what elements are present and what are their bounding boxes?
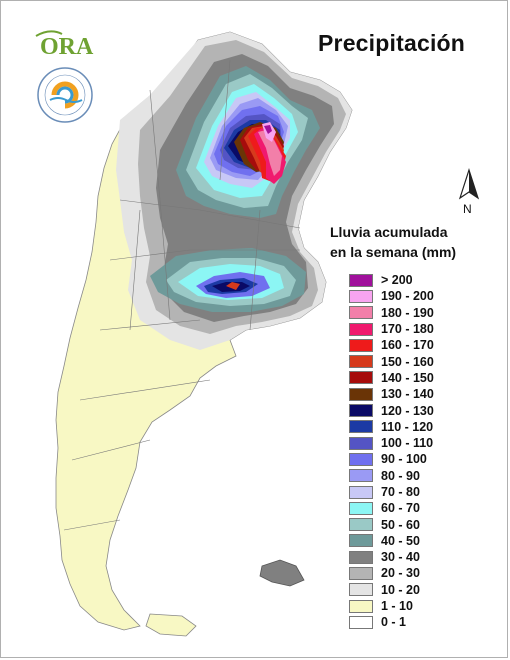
legend-label: 60 - 70 [381, 501, 420, 516]
legend-item: 160 - 170 [349, 337, 434, 353]
legend-swatch [349, 534, 373, 548]
legend-title-line2: en la semana (mm) [330, 244, 457, 260]
legend-item: 10 - 20 [349, 582, 434, 598]
legend-item: 0 - 1 [349, 614, 434, 630]
legend-item: 60 - 70 [349, 500, 434, 516]
legend-item: 130 - 140 [349, 386, 434, 402]
legend-swatch [349, 469, 373, 483]
legend-item: 140 - 150 [349, 370, 434, 386]
legend-swatch [349, 355, 373, 369]
page-title: Precipitación [318, 30, 466, 56]
legend-label: 50 - 60 [381, 517, 420, 532]
legend-label: 180 - 190 [381, 305, 434, 320]
tierra-del-fuego [145, 613, 197, 637]
legend-item: 190 - 200 [349, 288, 434, 304]
legend-item: > 200 [349, 272, 434, 288]
legend-label: 80 - 90 [381, 468, 420, 483]
legend-swatch [349, 518, 373, 532]
legend-swatch [349, 485, 373, 499]
legend-label: 20 - 30 [381, 566, 420, 581]
legend-swatch [349, 599, 373, 613]
islas-malvinas [259, 559, 305, 587]
legend-label: 130 - 140 [381, 387, 434, 402]
legend-swatch [349, 387, 373, 401]
legend-item: 20 - 30 [349, 565, 434, 581]
legend-swatch [349, 289, 373, 303]
legend-item: 50 - 60 [349, 516, 434, 532]
legend-title-line1: Lluvia acumulada [330, 224, 448, 240]
zone-130-160-south [226, 282, 240, 290]
zone-over-200 [264, 125, 272, 134]
province-boundaries [63, 59, 301, 531]
legend-swatch [349, 338, 373, 352]
zone-180-190 [258, 130, 282, 176]
legend-label: > 200 [381, 273, 413, 288]
legend-swatch [349, 452, 373, 466]
legend-title: Lluvia acumulada en la semana (mm) [330, 222, 456, 262]
legend-label: 30 - 40 [381, 550, 420, 565]
legend-swatch [349, 404, 373, 418]
legend-swatch [349, 273, 373, 287]
legend-item: 1 - 10 [349, 598, 434, 614]
legend-label: 90 - 100 [381, 452, 427, 467]
legend-label: 170 - 180 [381, 322, 434, 337]
svg-text:ORA: ORA [40, 34, 94, 60]
legend-label: 70 - 80 [381, 485, 420, 499]
legend-swatch [349, 550, 373, 564]
legend-swatch [349, 371, 373, 385]
legend-item: 180 - 190 [349, 305, 434, 321]
legend-item: 70 - 80 [349, 484, 434, 500]
legend-label: 110 - 120 [381, 419, 434, 434]
legend-item: 80 - 90 [349, 468, 434, 484]
north-arrow-icon [458, 168, 480, 200]
legend-item: 100 - 110 [349, 435, 434, 451]
legend-label: 190 - 200 [381, 289, 434, 304]
legend-swatch [349, 306, 373, 320]
legend-swatch [349, 501, 373, 515]
legend-item: 110 - 120 [349, 419, 434, 435]
legend-swatch [349, 420, 373, 434]
legend-item: 170 - 180 [349, 321, 434, 337]
legend-item: 40 - 50 [349, 533, 434, 549]
ora-logo: ORA [35, 30, 94, 60]
legend-label: 150 - 160 [381, 354, 434, 369]
legend-label: 140 - 150 [381, 370, 434, 385]
legend-label: 1 - 10 [381, 599, 413, 614]
legend-label: 0 - 1 [381, 615, 407, 630]
north-label: N [463, 202, 472, 216]
inta-seal-logo [37, 67, 93, 123]
legend-swatch [349, 583, 373, 597]
legend-swatch [349, 436, 373, 450]
legend-label: 160 - 170 [381, 338, 434, 353]
legend-swatch [349, 566, 373, 580]
legend: > 200 190 - 200 180 - 190 170 - 180 160 - 17… [349, 272, 434, 631]
legend-swatch [349, 322, 373, 336]
legend-label: 40 - 50 [381, 533, 420, 548]
legend-item: 30 - 40 [349, 549, 434, 565]
legend-item: 150 - 160 [349, 353, 434, 369]
legend-item: 90 - 100 [349, 451, 434, 467]
legend-label: 100 - 110 [381, 436, 434, 451]
legend-swatch [349, 615, 373, 629]
legend-label: 120 - 130 [381, 403, 434, 418]
legend-label: 10 - 20 [381, 582, 420, 597]
legend-item: 120 - 130 [349, 402, 434, 418]
